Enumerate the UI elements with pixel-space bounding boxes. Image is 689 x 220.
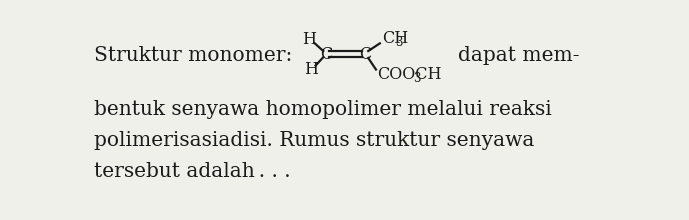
Text: polimerisasi​adisi. Rumus struktur senyawa: polimerisasi​adisi. Rumus struktur senya…	[94, 131, 534, 150]
Text: C: C	[320, 46, 333, 63]
Text: 3: 3	[413, 72, 421, 85]
Text: tersebut adalah . . .: tersebut adalah . . .	[94, 162, 291, 181]
Text: H: H	[304, 61, 318, 78]
Text: Struktur monomer:: Struktur monomer:	[94, 46, 292, 65]
Text: H: H	[302, 31, 316, 48]
Text: bentuk senyawa homopolimer melalui reaksi: bentuk senyawa homopolimer melalui reaks…	[94, 100, 552, 119]
Text: dapat mem-: dapat mem-	[458, 46, 579, 65]
Text: CH: CH	[382, 30, 409, 47]
Text: C: C	[359, 46, 371, 63]
Text: 3: 3	[395, 36, 403, 49]
Text: COOCH: COOCH	[377, 66, 441, 83]
